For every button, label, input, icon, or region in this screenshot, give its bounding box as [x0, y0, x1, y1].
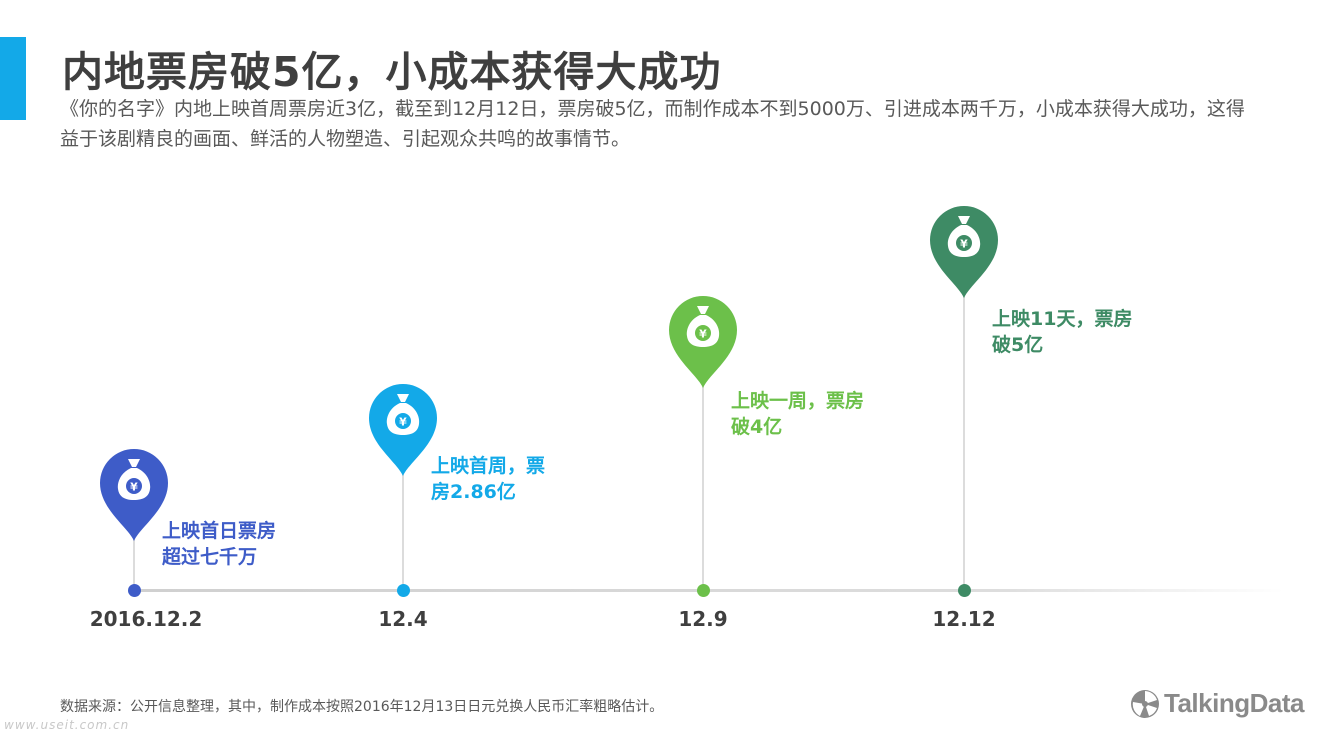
event-label-line2: 破4亿: [731, 416, 783, 438]
timeline-dot: [127, 583, 141, 597]
date-label: 12.12: [932, 607, 996, 631]
event-label-line2: 房2.86亿: [431, 481, 516, 503]
event-label-line1: 上映一周，票房: [731, 390, 865, 412]
timeline-stem: [402, 458, 404, 590]
event-label-line1: 上映11天，票房: [992, 308, 1133, 330]
event-label-line2: 超过七千万: [162, 546, 258, 568]
money-bag-pin-icon: ¥: [663, 290, 743, 390]
timeline-dot: [396, 583, 410, 597]
date-label: 12.4: [378, 607, 428, 631]
watermark: www.useit.com.cn: [4, 718, 130, 732]
talkingdata-logo: TalkingData: [1130, 688, 1304, 719]
svg-text:¥: ¥: [699, 328, 707, 341]
event-label: 上映首周，票 房2.86亿: [431, 453, 601, 505]
date-label: 2016.12.2: [89, 607, 203, 631]
timeline-stem: [133, 523, 135, 590]
event-label-line1: 上映首日票房: [162, 520, 277, 542]
event-label: 上映首日票房 超过七千万: [162, 518, 332, 570]
event-label: 上映11天，票房 破5亿: [992, 306, 1162, 358]
event-label-line2: 破5亿: [992, 334, 1044, 356]
data-source-note: 数据来源：公开信息整理，其中，制作成本按照2016年12月13日日元兑换人民币汇…: [60, 699, 664, 715]
event-label: 上映一周，票房 破4亿: [731, 388, 901, 440]
timeline-dot: [957, 583, 971, 597]
page-subtitle: 《你的名字》内地上映首周票房近3亿，截至到12月12日，票房破5亿，而制作成本不…: [60, 98, 1245, 150]
money-bag-pin-icon: ¥: [924, 200, 1004, 300]
page-title: 内地票房破5亿，小成本获得大成功: [62, 48, 722, 96]
date-label: 12.9: [678, 607, 728, 631]
timeline-stem: [963, 280, 965, 590]
money-bag-pin-icon: ¥: [94, 443, 174, 543]
svg-text:¥: ¥: [399, 416, 407, 429]
timeline-dot: [696, 583, 710, 597]
svg-text:¥: ¥: [130, 481, 138, 494]
event-label-line1: 上映首周，票: [431, 455, 546, 477]
money-bag-pin-icon: ¥: [363, 378, 443, 478]
talkingdata-logo-icon: [1131, 689, 1159, 718]
talkingdata-logo-text: TalkingData: [1164, 688, 1304, 718]
title-accent-bar: [0, 37, 26, 120]
timeline-stem: [702, 370, 704, 590]
svg-text:¥: ¥: [960, 238, 968, 251]
